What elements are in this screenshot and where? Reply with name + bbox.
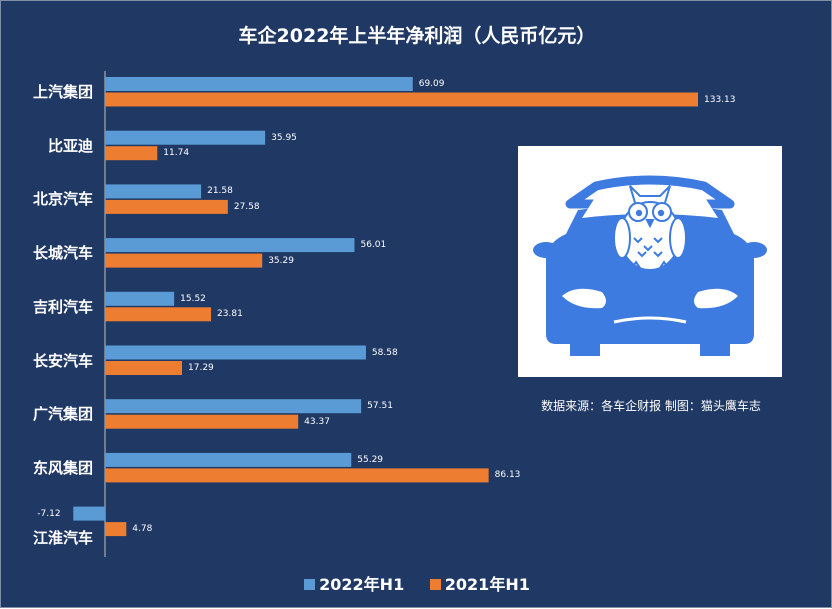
data-label-2021-0: 133.13 [704,94,736,105]
data-label-2021-6: 43.37 [304,416,330,427]
category-label-5: 长安汽车 [32,351,93,370]
data-label-2022-0: 69.09 [418,79,445,89]
data-label-2022-6: 57.51 [367,401,393,412]
category-label-3: 长城汽车 [32,244,93,263]
bar-2021-7 [105,468,489,483]
category-label-4: 吉利汽车 [32,297,93,316]
bar-2022-6 [105,399,362,414]
legend-swatch-2022 [304,579,316,590]
category-label-6: 广汽集团 [32,405,93,424]
bar-2022-3 [105,238,355,253]
data-label-2022-2: 21.58 [207,186,233,197]
data-label-2021-8: 4.78 [132,524,153,535]
bar-2021-1 [105,146,158,161]
legend-label-2022: 2022年H1 [319,575,405,594]
bar-2022-0 [105,77,413,91]
logo-image [518,146,782,377]
legend-item-2021: 2021年H1 [429,571,530,595]
bar-2021-3 [105,253,263,268]
data-label-2021-7: 86.13 [494,470,521,481]
source-note: 数据来源：各车企财报 制图：猫头鹰车志 [541,399,761,413]
owl-on-car-icon [533,175,767,356]
legend-item-2022: 2022年H1 [304,571,404,595]
chart-title: 车企2022年上半年净利润（人民币亿元） [238,25,596,47]
data-label-2022-7: 55.29 [357,454,384,465]
data-label-2021-2: 27.58 [233,201,260,212]
bar-2022-4 [105,291,175,306]
category-label-2: 北京汽车 [32,190,93,209]
bar-2022-1 [105,130,266,145]
bar-2021-5 [105,361,183,375]
legend-swatch-2021 [429,579,441,590]
data-label-2022-5: 58.58 [371,347,398,358]
bar-2021-8 [105,522,127,537]
bar-2022-8 [73,506,105,521]
data-label-2022-1: 35.95 [271,132,297,143]
category-label-7: 东风集团 [32,458,93,477]
category-label-1: 比亚迪 [47,136,93,155]
data-label-2022-3: 56.01 [360,240,387,251]
data-label-2021-5: 17.29 [188,363,214,373]
bar-2022-7 [105,452,352,467]
bar-2021-2 [105,199,228,214]
bar-2021-0 [105,92,698,107]
data-label-2021-4: 23.81 [217,309,243,320]
data-label-2022-4: 15.52 [180,293,206,304]
category-label-8: 江淮汽车 [32,528,93,547]
bar-2021-6 [105,414,299,429]
data-label-2021-1: 11.74 [163,148,190,159]
legend-label-2021: 2021年H1 [444,575,530,594]
category-label-0: 上汽集团 [32,83,93,101]
bar-2021-4 [105,307,212,322]
chart-legend: 2022年H1 2021年H1 [1,571,832,595]
data-label-2021-3: 35.29 [268,255,294,266]
data-label-2022-8: -7.12 [37,508,61,519]
bar-2022-2 [105,184,202,199]
bar-2022-5 [105,345,366,360]
